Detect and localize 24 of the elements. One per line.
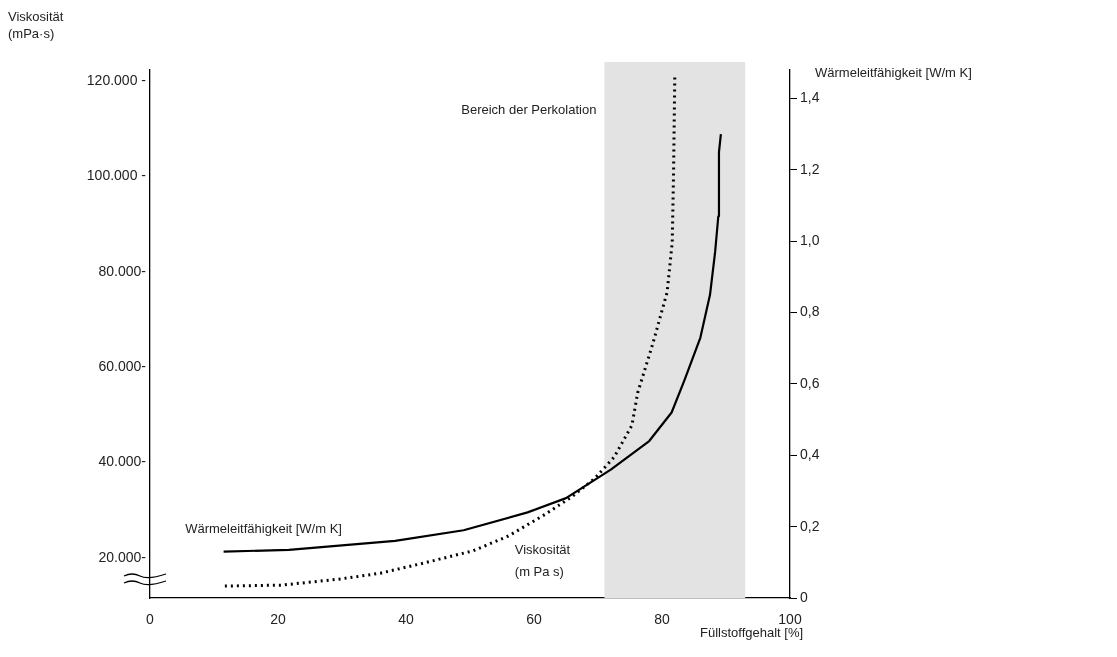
y2-tick-label: 0,6 [800, 374, 820, 391]
y-tick-label: 100.000 - [86, 167, 147, 184]
y-tick-label: 120.000 - [86, 71, 147, 88]
y-tick-label: 40.000- [98, 453, 147, 470]
x-tick-label: 80 [654, 611, 670, 628]
y2-tick-label: 1,0 [800, 232, 820, 249]
y-tick-label: 60.000- [98, 358, 147, 375]
y-tick-label: 20.000- [98, 548, 147, 565]
y2-tick-label: 1,4 [800, 89, 820, 106]
y2-tick-label: 0,4 [800, 446, 820, 463]
y2-tick-label: 1,2 [800, 160, 820, 177]
x-tick-label: 0 [146, 611, 155, 628]
x-tick-label: 40 [398, 611, 414, 628]
y2-tick-label: 0 [800, 588, 808, 605]
series-label: Wärmeleitfähigkeit [W/m K] [185, 520, 342, 536]
y-tick-label: 80.000- [98, 262, 147, 279]
x-tick-label: 20 [270, 611, 286, 628]
x-tick-label: 60 [526, 611, 542, 628]
y2-tick-label: 0,2 [800, 517, 820, 534]
band-label: Bereich der Perkolation [461, 101, 597, 117]
y2-axis-title: Wärmeleitfähigkeit [W/m K] [815, 64, 972, 81]
y-axis-title: Viskosität (mPa·s) [8, 8, 65, 42]
series-label: Viskosität (m Pa s) [514, 542, 571, 580]
y2-tick-label: 0,8 [800, 303, 820, 320]
